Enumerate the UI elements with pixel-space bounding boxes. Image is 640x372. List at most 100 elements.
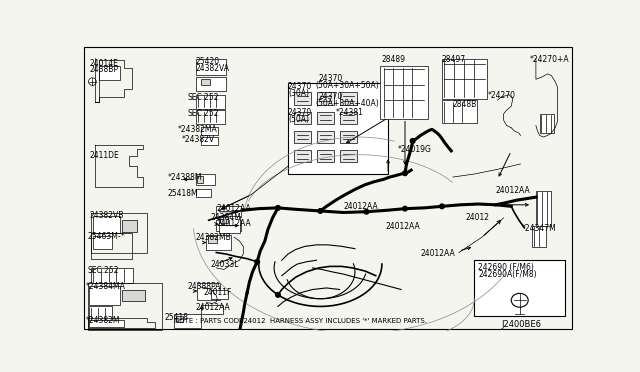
Circle shape <box>440 204 444 209</box>
Bar <box>380 66 428 119</box>
Circle shape <box>403 171 407 176</box>
Circle shape <box>276 206 280 210</box>
Bar <box>196 110 225 124</box>
Bar <box>208 236 217 243</box>
Text: *24384MA: *24384MA <box>86 282 125 291</box>
Text: 24382VB: 24382VB <box>90 211 124 220</box>
Bar <box>93 235 113 250</box>
Text: 24370: 24370 <box>288 81 312 91</box>
Bar <box>219 216 240 232</box>
Text: *24347M: *24347M <box>522 224 557 233</box>
Text: SEC.252: SEC.252 <box>188 93 220 102</box>
Bar <box>196 77 227 91</box>
Text: 28497: 28497 <box>442 55 466 64</box>
Text: (30A): (30A) <box>288 89 309 98</box>
Text: *24382MA: *24382MA <box>178 125 218 135</box>
Text: 28489: 28489 <box>382 55 406 64</box>
Text: *24382M: *24382M <box>86 316 120 325</box>
Text: 25418: 25418 <box>164 312 189 322</box>
Text: NOTE : PARTS CODE24012  HARNESS ASSY INCLUDES '*' MARKED PARTS.: NOTE : PARTS CODE24012 HARNESS ASSY INCL… <box>174 318 427 324</box>
Bar <box>201 305 223 314</box>
Circle shape <box>318 209 323 213</box>
Bar <box>201 137 218 145</box>
Circle shape <box>364 209 369 214</box>
Text: 24388PA: 24388PA <box>188 282 221 291</box>
Bar <box>122 220 137 232</box>
Text: 24011F: 24011F <box>204 288 232 297</box>
Bar <box>532 225 546 247</box>
Text: 242690 (F/M6): 242690 (F/M6) <box>478 263 534 272</box>
Bar <box>201 78 210 85</box>
Bar <box>540 114 554 133</box>
Text: *24019G: *24019G <box>397 145 431 154</box>
Text: 24382VA: 24382VA <box>196 64 230 73</box>
Bar <box>196 95 225 109</box>
Text: 2438BP: 2438BP <box>90 65 118 74</box>
Bar <box>90 307 113 320</box>
Bar <box>288 83 388 174</box>
Text: 24012AA: 24012AA <box>216 219 251 228</box>
Text: 24033L: 24033L <box>211 260 239 269</box>
Bar <box>175 316 183 322</box>
Circle shape <box>410 139 415 143</box>
Bar <box>340 150 357 163</box>
Bar <box>294 131 311 143</box>
Text: 2411DE: 2411DE <box>90 151 119 160</box>
Bar <box>294 150 311 163</box>
Text: J2400BE6: J2400BE6 <box>501 320 541 329</box>
Text: 24370: 24370 <box>319 92 343 102</box>
Text: SEC.252: SEC.252 <box>88 266 119 275</box>
Text: *24270: *24270 <box>488 91 516 100</box>
Text: 24382MB: 24382MB <box>196 233 231 242</box>
Text: *24270+A: *24270+A <box>530 55 570 64</box>
Bar <box>474 260 565 316</box>
Bar <box>122 289 145 301</box>
Bar <box>216 206 241 217</box>
Bar <box>340 131 357 143</box>
Text: 242690A(F/M8): 242690A(F/M8) <box>478 270 537 279</box>
Ellipse shape <box>511 294 528 307</box>
Text: 25418M: 25418M <box>168 189 198 198</box>
Bar <box>317 150 334 163</box>
Circle shape <box>88 78 96 86</box>
Text: 25463M-*: 25463M-* <box>88 232 125 241</box>
Text: 24012AA: 24012AA <box>196 302 230 312</box>
Bar <box>197 283 220 300</box>
Bar <box>206 235 231 250</box>
Text: 24012AA: 24012AA <box>386 222 420 231</box>
Bar <box>294 112 311 124</box>
Text: (50A+30A+40A): (50A+30A+40A) <box>316 99 380 108</box>
Bar <box>340 112 357 124</box>
Text: 24014E: 24014E <box>90 58 118 67</box>
Text: 24384M: 24384M <box>211 212 242 221</box>
Bar <box>211 289 228 299</box>
Bar <box>294 92 311 105</box>
Bar <box>196 174 215 185</box>
Bar <box>536 191 551 225</box>
Bar <box>196 189 211 197</box>
Bar <box>340 92 357 105</box>
Bar <box>201 127 218 135</box>
Bar <box>91 268 133 283</box>
Bar <box>90 320 124 327</box>
Text: 24012AA: 24012AA <box>496 186 531 195</box>
Text: (50A): (50A) <box>288 115 309 124</box>
Bar <box>442 100 477 123</box>
Circle shape <box>403 206 407 211</box>
Circle shape <box>276 293 280 297</box>
Text: 24012AA: 24012AA <box>216 204 251 213</box>
Text: 2848B: 2848B <box>452 100 477 109</box>
Text: 24370: 24370 <box>319 74 343 83</box>
Text: SEC.252: SEC.252 <box>188 109 220 118</box>
Text: 25420: 25420 <box>196 57 220 66</box>
Text: (50A+30A+50A): (50A+30A+50A) <box>316 81 380 90</box>
Bar <box>442 58 486 99</box>
Bar <box>99 66 120 80</box>
Text: 24370: 24370 <box>288 108 312 117</box>
Circle shape <box>255 260 259 264</box>
Bar <box>90 286 120 305</box>
Bar <box>317 112 334 124</box>
Bar <box>317 131 334 143</box>
Bar <box>196 58 227 76</box>
Bar <box>174 314 201 328</box>
